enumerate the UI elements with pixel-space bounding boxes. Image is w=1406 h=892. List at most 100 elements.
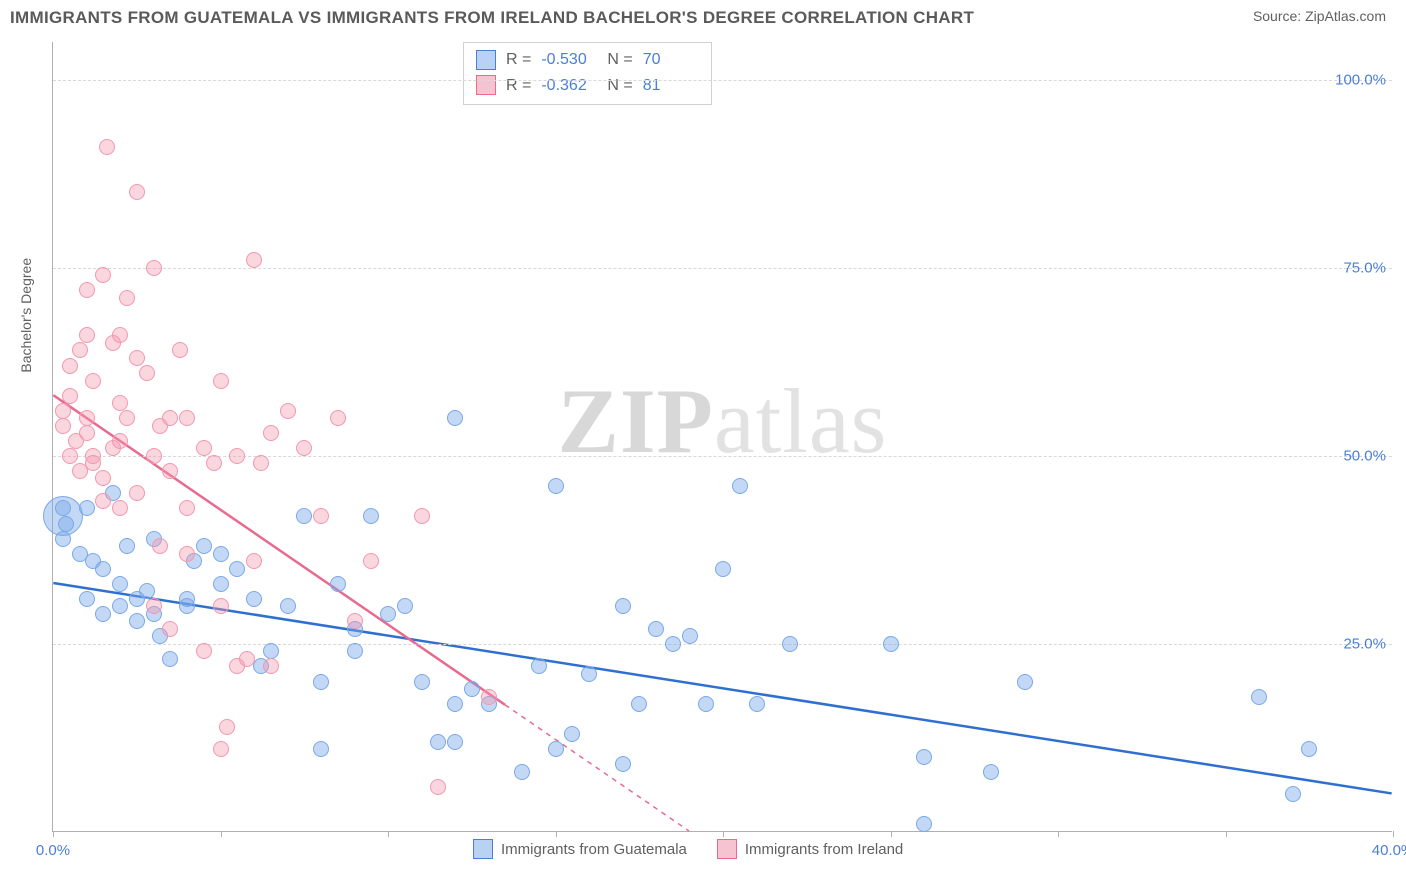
- scatter-point: [1301, 741, 1317, 757]
- scatter-point: [414, 508, 430, 524]
- n-value-guatemala: 70: [643, 47, 699, 73]
- scatter-point: [239, 651, 255, 667]
- n-label: N =: [607, 47, 632, 73]
- scatter-point: [313, 508, 329, 524]
- scatter-point: [330, 576, 346, 592]
- scatter-point: [246, 553, 262, 569]
- n-value-ireland: 81: [643, 73, 699, 99]
- x-tick: [723, 831, 724, 837]
- scatter-point: [213, 741, 229, 757]
- scatter-point: [62, 358, 78, 374]
- scatter-point: [179, 410, 195, 426]
- scatter-point: [55, 531, 71, 547]
- gridline: [53, 456, 1392, 457]
- scatter-point: [146, 448, 162, 464]
- scatter-point: [347, 613, 363, 629]
- scatter-point: [363, 508, 379, 524]
- scatter-point: [219, 719, 235, 735]
- legend-row-guatemala: R = -0.530 N = 70: [476, 47, 699, 73]
- scatter-point: [648, 621, 664, 637]
- scatter-point: [397, 598, 413, 614]
- scatter-point: [213, 598, 229, 614]
- scatter-point: [213, 546, 229, 562]
- scatter-point: [481, 689, 497, 705]
- scatter-point: [447, 696, 463, 712]
- legend-row-ireland: R = -0.362 N = 81: [476, 73, 699, 99]
- x-tick: [53, 831, 54, 837]
- scatter-point: [414, 674, 430, 690]
- scatter-point: [280, 598, 296, 614]
- scatter-point: [564, 726, 580, 742]
- scatter-point: [139, 583, 155, 599]
- scatter-point: [1017, 674, 1033, 690]
- y-tick-label: 25.0%: [1343, 635, 1394, 652]
- gridline: [53, 644, 1392, 645]
- scatter-point: [883, 636, 899, 652]
- source-attribution: Source: ZipAtlas.com: [1253, 8, 1386, 24]
- scatter-point: [246, 591, 262, 607]
- scatter-point: [447, 734, 463, 750]
- scatter-point: [95, 606, 111, 622]
- r-label: R =: [506, 73, 531, 99]
- scatter-point: [363, 553, 379, 569]
- scatter-point: [548, 478, 564, 494]
- scatter-point: [330, 410, 346, 426]
- scatter-point: [55, 500, 71, 516]
- scatter-point: [95, 493, 111, 509]
- scatter-point: [55, 403, 71, 419]
- swatch-guatemala-icon: [473, 839, 493, 859]
- scatter-point: [1285, 786, 1301, 802]
- scatter-point: [112, 500, 128, 516]
- scatter-point: [615, 756, 631, 772]
- scatter-point: [531, 658, 547, 674]
- scatter-point: [112, 576, 128, 592]
- scatter-point: [514, 764, 530, 780]
- scatter-point: [119, 410, 135, 426]
- chart-title: IMMIGRANTS FROM GUATEMALA VS IMMIGRANTS …: [10, 8, 974, 28]
- legend-item-guatemala: Immigrants from Guatemala: [473, 839, 687, 859]
- scatter-point: [196, 538, 212, 554]
- scatter-point: [246, 252, 262, 268]
- scatter-point: [253, 455, 269, 471]
- scatter-point: [95, 561, 111, 577]
- scatter-point: [79, 327, 95, 343]
- chart-plot-area: ZIPatlas R = -0.530 N = 70 R = -0.362 N …: [52, 42, 1392, 832]
- scatter-point: [196, 440, 212, 456]
- scatter-point: [119, 290, 135, 306]
- x-tick: [1226, 831, 1227, 837]
- swatch-ireland-icon: [717, 839, 737, 859]
- scatter-point: [548, 741, 564, 757]
- scatter-point: [139, 365, 155, 381]
- scatter-point: [99, 139, 115, 155]
- scatter-point: [749, 696, 765, 712]
- legend-label-guatemala: Immigrants from Guatemala: [501, 841, 687, 858]
- y-tick-label: 75.0%: [1343, 259, 1394, 276]
- r-value-ireland: -0.362: [541, 73, 597, 99]
- scatter-point: [152, 538, 168, 554]
- trend-lines: [53, 42, 1392, 831]
- x-tick: [388, 831, 389, 837]
- scatter-point: [263, 643, 279, 659]
- y-axis-label: Bachelor's Degree: [18, 258, 34, 373]
- scatter-point: [55, 418, 71, 434]
- scatter-point: [380, 606, 396, 622]
- scatter-point: [79, 410, 95, 426]
- scatter-point: [172, 342, 188, 358]
- x-tick: [1393, 831, 1394, 837]
- scatter-point: [112, 598, 128, 614]
- scatter-point: [464, 681, 480, 697]
- scatter-point: [347, 643, 363, 659]
- scatter-point: [213, 576, 229, 592]
- scatter-point: [313, 741, 329, 757]
- scatter-point: [129, 485, 145, 501]
- scatter-point: [79, 282, 95, 298]
- r-label: R =: [506, 47, 531, 73]
- scatter-point: [112, 327, 128, 343]
- scatter-point: [698, 696, 714, 712]
- scatter-point: [129, 184, 145, 200]
- series-legend: Immigrants from Guatemala Immigrants fro…: [473, 839, 903, 859]
- scatter-point: [916, 816, 932, 832]
- scatter-point: [313, 674, 329, 690]
- scatter-point: [296, 508, 312, 524]
- scatter-point: [732, 478, 748, 494]
